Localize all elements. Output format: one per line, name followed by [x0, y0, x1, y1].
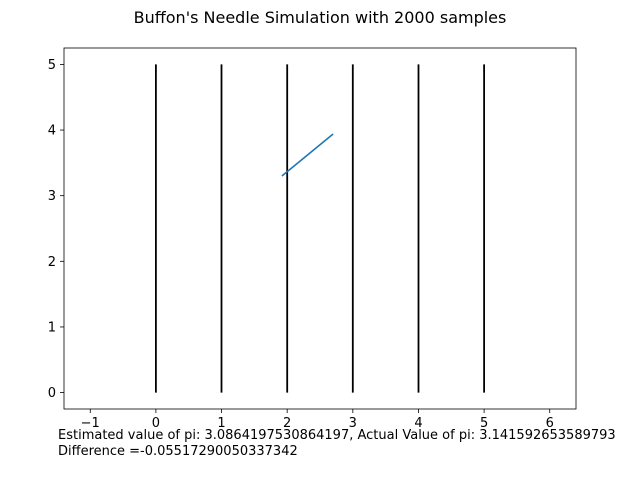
x-tick-label: 6 — [546, 416, 554, 431]
x-tick-label: 2 — [283, 416, 291, 431]
x-tick-label: −1 — [81, 416, 100, 431]
estimate-annotation: Estimated value of pi: 3.086419753086419… — [58, 428, 616, 443]
x-tick-label: 0 — [152, 416, 160, 431]
chart-title: Buffon's Needle Simulation with 2000 sam… — [133, 8, 507, 27]
y-tick-label: 0 — [48, 386, 56, 401]
y-tick-label: 2 — [48, 255, 56, 270]
y-tick-label: 4 — [48, 124, 56, 139]
y-tick-label: 1 — [48, 320, 56, 335]
x-tick-label: 3 — [349, 416, 357, 431]
needle-line — [281, 133, 334, 177]
difference-annotation: Difference =-0.05517290050337342 — [58, 444, 298, 459]
y-tick-label: 3 — [48, 189, 56, 204]
x-tick-label: 1 — [217, 416, 225, 431]
plot-frame — [63, 47, 577, 410]
x-tick-label: 5 — [480, 416, 488, 431]
y-tick-label: 5 — [48, 58, 56, 73]
x-tick-label: 4 — [414, 416, 422, 431]
